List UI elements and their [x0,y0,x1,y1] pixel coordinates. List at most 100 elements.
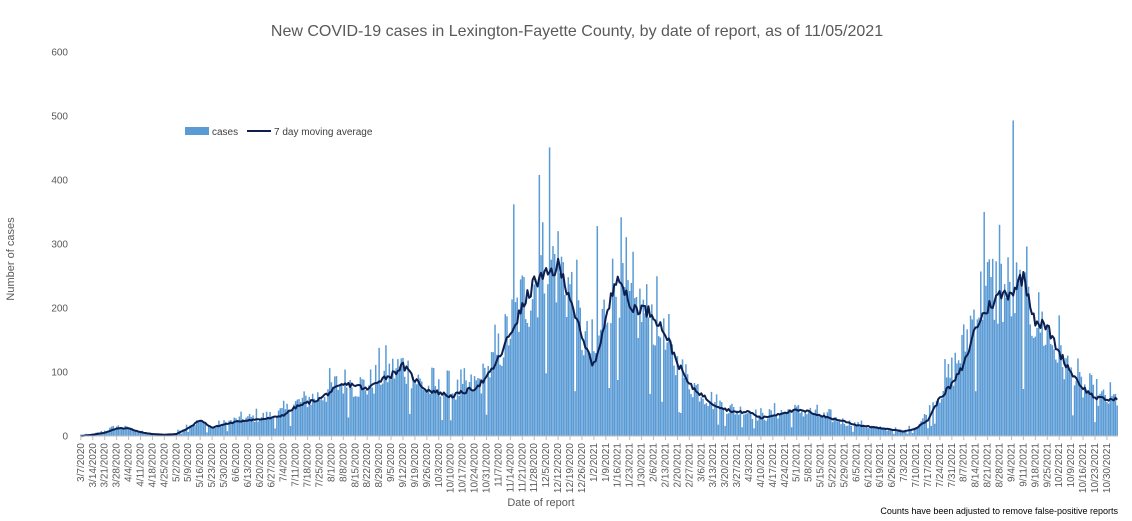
case-bar [511,299,513,436]
x-tick-label: 8/28/2021 [995,443,1006,488]
case-bar [980,271,982,436]
case-bar [1116,405,1118,436]
case-bar [315,401,317,436]
case-bar [606,322,609,436]
case-bar [451,393,454,436]
x-tick-label: 6/12/2021 [863,443,874,488]
case-bar [240,411,242,436]
case-bar [632,251,634,436]
case-bar [647,317,650,436]
case-bar [368,385,370,436]
case-bar [582,355,585,436]
case-bar [374,364,377,436]
case-bar [671,344,674,436]
x-tick-label: 10/2/2021 [1054,443,1065,488]
case-bar [833,417,835,436]
case-bar [1044,344,1047,436]
case-bar [1107,403,1110,436]
case-bar [119,427,121,436]
case-bar [501,365,503,436]
case-bar [185,424,188,436]
case-bar [1039,332,1042,436]
case-bar [635,296,638,436]
case-bar [572,307,575,436]
case-bar [383,370,385,436]
case-bar [463,368,466,436]
case-bar [683,377,685,436]
case-bar [243,421,246,436]
case-bar [453,394,455,436]
case-bar [187,431,189,436]
case-bar [649,393,651,436]
case-bar [1087,392,1089,436]
footnote: Counts have been adjusted to remove fals… [880,506,1118,516]
case-bar [968,349,970,436]
case-bar [265,411,268,436]
case-bar [1031,335,1033,436]
case-bar [986,262,989,436]
case-bar [717,424,720,436]
x-tick-label: 1/2/2021 [589,443,600,482]
case-bar [289,425,292,436]
case-bar [514,302,517,436]
case-bar [913,427,916,436]
case-bar [857,422,859,436]
case-bar [640,322,643,436]
case-bar [625,237,628,436]
case-bar [915,427,917,436]
case-bar [1046,325,1049,436]
case-bar [373,393,375,436]
case-bar [940,398,943,436]
x-tick-label: 5/15/2021 [816,443,827,488]
case-bar [637,337,639,436]
case-bar [288,411,290,436]
case-bar [961,334,963,436]
case-bar [361,379,363,436]
x-tick-label: 4/10/2021 [756,443,767,488]
case-bar [388,363,391,436]
case-bar [407,360,409,436]
x-tick-label: 3/21/2020 [100,443,111,488]
case-bar [695,385,697,436]
case-bar [1073,385,1076,436]
x-tick-label: 6/26/2021 [887,443,898,488]
case-bar [860,420,863,436]
case-bar [538,174,541,436]
case-bar [1020,280,1023,436]
case-bar [1058,315,1060,436]
case-bar [656,276,658,436]
case-bar [143,432,145,436]
case-bar [1002,321,1004,436]
x-tick-label: 11/7/2020 [493,443,504,487]
x-tick-label: 5/16/2020 [195,443,206,488]
case-bar [734,414,737,436]
y-tick-label: 0 [62,432,68,443]
case-bar [874,426,876,436]
case-bar [848,420,851,436]
case-bar [806,414,808,436]
case-bar [385,345,387,436]
case-bar [455,399,457,436]
y-axis-ticks: 0 100 200 300 400 500 600 [51,48,68,443]
case-bar [218,420,220,436]
case-bar [475,380,478,436]
y-tick-label: 300 [51,240,68,251]
case-bar [567,277,570,436]
case-bar [427,385,430,436]
case-bar [852,431,854,436]
case-bar [997,323,999,436]
case-bar [789,410,791,436]
case-bar [589,353,592,436]
case-bar [586,321,588,436]
case-bar [761,412,764,436]
x-tick-label: 8/21/2021 [983,443,994,488]
case-bar [132,431,135,436]
case-bar [995,261,997,436]
x-tick-label: 4/3/2021 [744,443,755,482]
case-bar [472,391,474,436]
case-bar [281,408,283,436]
case-bar [719,400,721,436]
case-bar [214,428,217,436]
case-bar [473,376,476,436]
case-bar [400,358,403,436]
